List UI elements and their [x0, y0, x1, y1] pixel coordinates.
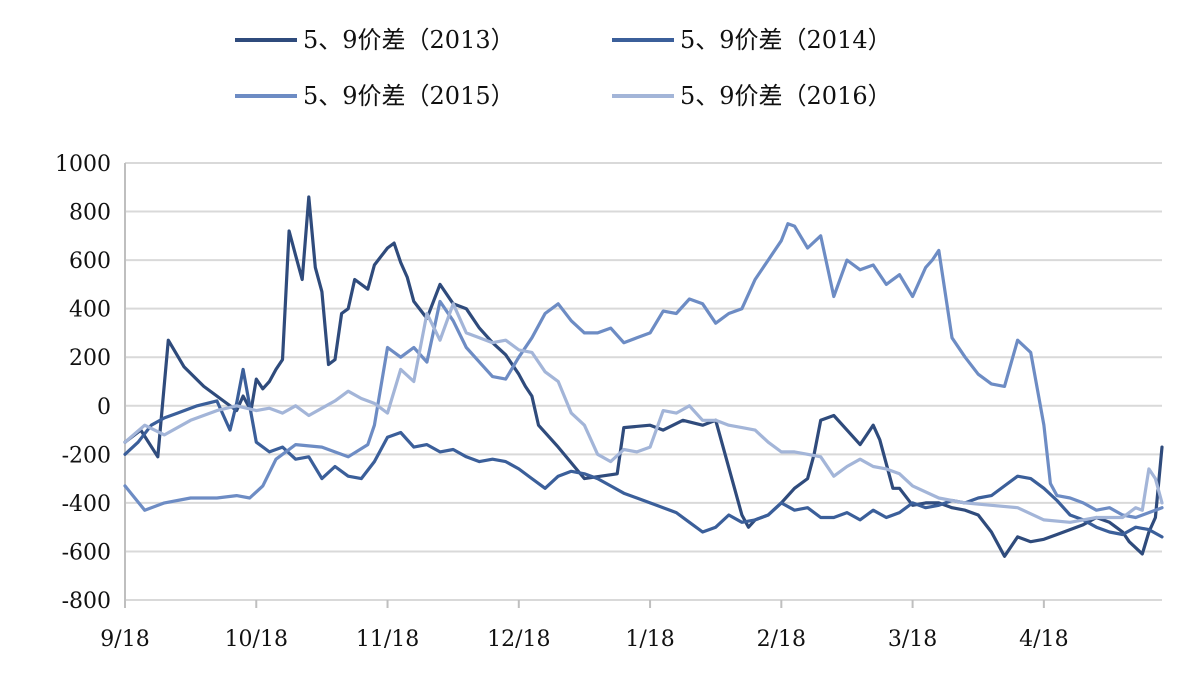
legend-label: 5、9价差（2015） [303, 82, 515, 110]
series-line-1 [123, 367, 1164, 539]
legend-label: 5、9价差（2013） [303, 26, 515, 54]
y-tick-label: -800 [62, 589, 111, 614]
legend-item: 5、9价差（2013） [235, 26, 515, 54]
legend-label: 5、9价差（2016） [680, 82, 892, 110]
legend-label: 5、9价差（2014） [680, 26, 892, 54]
x-tick-label: 1/18 [625, 627, 674, 652]
y-tick-label: 200 [69, 346, 111, 371]
x-tick-label: 3/18 [888, 627, 937, 652]
x-tick-label: 12/18 [487, 627, 550, 652]
y-tick-label: 400 [69, 298, 111, 323]
y-tick-label: 800 [69, 201, 111, 226]
series-line-3 [123, 302, 1164, 524]
x-tick-label: 11/18 [356, 627, 419, 652]
axes: -800 -600 -400 -200 0 200 400 600 800 1000 9/18 10/… [55, 152, 1069, 652]
legend-item: 5、9价差（2014） [612, 26, 892, 54]
series-line-0 [123, 195, 1164, 558]
x-tick-label: 10/18 [225, 627, 288, 652]
y-tick-label: -600 [62, 540, 111, 565]
y-tick-label: 600 [69, 249, 111, 274]
x-tick-label: 2/18 [757, 627, 806, 652]
legend-item: 5、9价差（2015） [235, 82, 515, 110]
series-lines [123, 195, 1164, 558]
y-tick-label: -400 [62, 492, 111, 517]
series-line-2 [123, 222, 1164, 520]
legend-item: 5、9价差（2016） [612, 82, 892, 110]
y-tick-label: 1000 [55, 152, 111, 177]
x-tick-label: 4/18 [1019, 627, 1068, 652]
legend: 5、9价差（2013） 5、9价差（2014） 5、9价差（2015） 5、9价差（2… [235, 26, 892, 110]
y-tick-label: 0 [97, 395, 111, 420]
gridlines [125, 162, 1162, 601]
y-tick-label: -200 [62, 443, 111, 468]
x-tick-label: 9/18 [100, 627, 149, 652]
